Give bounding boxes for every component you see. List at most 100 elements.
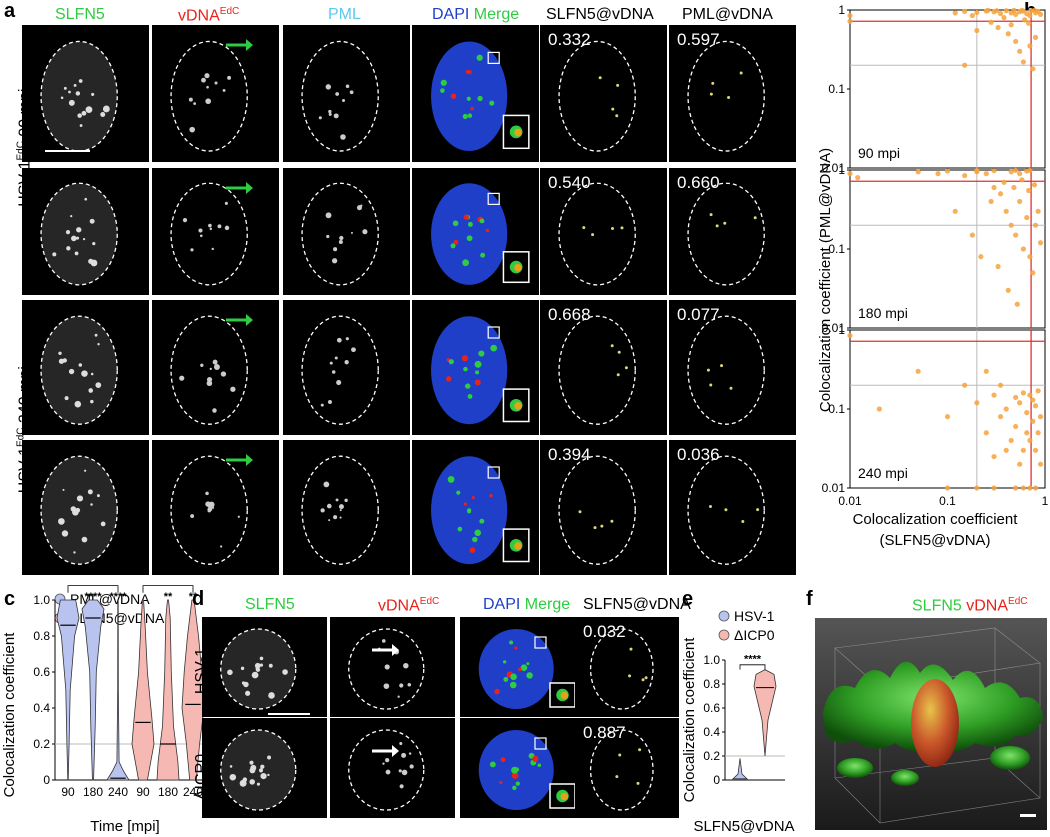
speckle	[511, 772, 519, 779]
speckle	[61, 530, 69, 537]
speckle	[509, 640, 514, 645]
e-ytick: 0.6	[703, 701, 720, 715]
speckle	[526, 662, 530, 666]
b-point	[1032, 34, 1039, 40]
speckle	[84, 469, 87, 472]
b-point	[1011, 7, 1017, 13]
speckle	[68, 90, 71, 94]
d-r1-c3: 0.887	[575, 718, 679, 818]
coloc-spot	[610, 344, 614, 348]
a-r2-c1	[152, 300, 279, 435]
speckle	[78, 363, 83, 367]
a-r0-arrow	[226, 39, 253, 51]
speckle	[325, 84, 332, 90]
f-header: SLFN5 vDNAEdC	[912, 596, 1028, 615]
b-point	[1037, 461, 1044, 467]
speckle	[320, 403, 324, 407]
b-point	[1026, 187, 1032, 194]
cell-signal	[41, 183, 118, 285]
coloc-spot	[723, 221, 727, 225]
speckle	[463, 214, 469, 220]
e-violin-hsv1	[732, 758, 748, 780]
c-xtick: 90	[136, 785, 150, 799]
b-point	[983, 171, 989, 177]
b-point	[1003, 447, 1009, 453]
speckle	[90, 399, 94, 404]
a-r3-arrow	[226, 454, 253, 466]
b-point	[847, 12, 853, 19]
a-r3-c0-image	[40, 455, 118, 565]
coloc-spot	[610, 227, 614, 231]
speckle	[326, 234, 330, 239]
speckle	[509, 681, 517, 689]
speckle	[383, 683, 390, 690]
speckle	[489, 493, 493, 498]
nucleus-outline	[558, 182, 636, 286]
speckle	[514, 646, 518, 650]
b-point	[974, 27, 980, 34]
a-header-slfn5-vdna: SLFN5@vDNA	[546, 6, 654, 23]
b-xlabel-1: Colocalization coefficient	[853, 511, 1019, 528]
a-r1-c3	[412, 168, 539, 295]
speckle	[52, 252, 57, 257]
speckle	[90, 372, 94, 376]
a-r3-c1-image	[170, 455, 248, 565]
b-point	[847, 171, 853, 177]
b-point	[1032, 447, 1039, 453]
speckle	[214, 81, 218, 85]
speckle	[385, 757, 390, 763]
speckle	[328, 519, 331, 522]
b-point	[1027, 392, 1033, 398]
speckle	[75, 91, 81, 96]
b-sub2-label: 240 mpi	[858, 465, 908, 481]
speckle	[188, 97, 193, 102]
b-point	[876, 406, 882, 412]
speckle	[469, 547, 476, 554]
c-violin-3	[131, 599, 155, 781]
b-point	[1017, 400, 1023, 406]
b-point	[991, 485, 997, 491]
b-point	[962, 172, 968, 179]
speckle	[453, 239, 459, 245]
a-r3-c4-image	[558, 455, 636, 565]
b-point	[915, 169, 921, 175]
panel-c-violin: PML@vDNA SLFN5@vDNA 00.20.40.60.81.090 18…	[1, 585, 205, 835]
speckle	[326, 503, 332, 509]
speckle	[440, 88, 445, 93]
c-xtick: 240	[183, 785, 203, 799]
panel-e-violin: HSV-1 ΔICP0 0 0.2 0.4 0.6 0.8 1.0 **** Colocal…	[681, 608, 795, 835]
b-ytick: 0.1	[828, 242, 845, 256]
speckle	[79, 124, 83, 127]
speckle	[494, 688, 500, 695]
b-sub0-label: 90 mpi	[858, 145, 900, 161]
nucleus-outline	[558, 455, 636, 565]
speckle	[476, 54, 483, 61]
speckle	[446, 376, 452, 382]
inset-signal-red	[560, 792, 569, 801]
b-point	[997, 11, 1004, 17]
speckle	[344, 360, 349, 365]
nucleus-outline	[301, 315, 379, 425]
speckle	[466, 235, 473, 242]
a-r2-c2-image	[301, 315, 379, 425]
b-point	[1008, 22, 1014, 28]
b-point	[1013, 232, 1019, 238]
b-point	[1031, 182, 1038, 188]
coloc-spot	[715, 224, 719, 228]
b-point	[1037, 414, 1044, 420]
speckle	[351, 347, 356, 353]
speckle	[467, 70, 472, 75]
speckle	[94, 333, 98, 337]
speckle	[58, 518, 65, 525]
speckle	[472, 536, 478, 543]
speckle	[58, 351, 62, 355]
speckle	[258, 768, 264, 773]
coloc-spot	[709, 213, 713, 217]
b-point	[1024, 214, 1030, 221]
speckle	[209, 227, 213, 231]
speckle	[242, 777, 248, 782]
speckle	[349, 90, 354, 95]
b-point	[1032, 222, 1039, 228]
speckle	[327, 400, 332, 404]
speckle	[100, 521, 106, 527]
